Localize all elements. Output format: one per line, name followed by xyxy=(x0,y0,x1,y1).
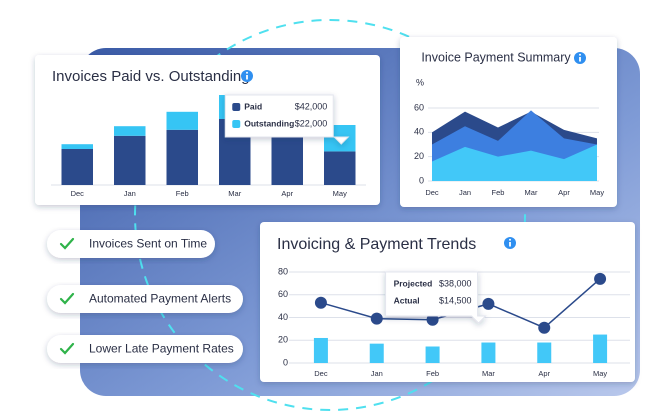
bar xyxy=(537,342,552,363)
check-icon xyxy=(59,237,75,250)
chart: Invoices Paid vs. Outstanding Dec Jan Feb Ma… xyxy=(51,68,366,198)
checklist-item: Automated Payment Alerts xyxy=(89,292,231,306)
bar xyxy=(481,342,496,363)
x-tick-label: May xyxy=(333,189,347,198)
bar-segment xyxy=(271,134,303,185)
legend-swatch xyxy=(232,120,241,128)
bar-segment xyxy=(61,149,93,185)
x-tick-label: Dec xyxy=(71,189,85,198)
checklist-item: Invoices Sent on Time xyxy=(89,237,207,251)
x-tick-label: Apr xyxy=(538,369,550,378)
bar-segment xyxy=(61,144,93,149)
line-point xyxy=(426,313,439,326)
bar-segment xyxy=(114,135,146,185)
tooltip xyxy=(224,94,350,145)
checklist-pill xyxy=(47,285,243,313)
chart-title: Invoices Paid vs. Outstanding xyxy=(52,68,250,85)
y-tick-label: 20 xyxy=(278,335,288,345)
y-tick-label: 20 xyxy=(414,151,424,161)
check-icon xyxy=(59,292,75,305)
info-icon-glyph xyxy=(246,71,248,74)
bar xyxy=(313,337,328,363)
y-tick-label: 40 xyxy=(278,312,288,322)
tooltip-name: Actual xyxy=(394,295,420,305)
line-point xyxy=(482,297,495,310)
bar-segment xyxy=(324,151,356,185)
y-axis-label: % xyxy=(416,77,424,87)
y-tick-label: 80 xyxy=(278,266,288,276)
bar xyxy=(593,334,608,363)
checklist-pill xyxy=(47,335,243,363)
x-tick-label: Mar xyxy=(482,369,495,378)
bar xyxy=(369,343,384,363)
line-point xyxy=(314,296,327,309)
x-tick-label: Jan xyxy=(124,189,136,198)
x-tick-label: Feb xyxy=(492,188,505,197)
x-tick-label: Dec xyxy=(314,369,328,378)
x-tick-label: May xyxy=(593,369,607,378)
chart: Invoice Payment Summary% 0 20 40 60 Dec Jan Feb… xyxy=(414,50,604,197)
y-tick-label: 60 xyxy=(278,289,288,299)
x-tick-label: May xyxy=(590,188,604,197)
legend-swatch xyxy=(232,103,241,111)
x-tick-label: Jan xyxy=(371,369,383,378)
chart: Invoicing & Payment Trends 0 20 40 60 80 Dec Ja… xyxy=(277,236,630,378)
info-icon-glyph xyxy=(579,53,581,56)
check-icon xyxy=(59,342,75,355)
y-tick-label: 60 xyxy=(414,102,424,112)
tooltip-name: Projected xyxy=(394,278,433,288)
bar-segment xyxy=(166,129,198,185)
line-point xyxy=(594,272,607,285)
info-icon-glyph xyxy=(509,238,511,241)
x-tick-label: Apr xyxy=(558,188,570,197)
x-tick-label: Jan xyxy=(459,188,471,197)
x-tick-label: Apr xyxy=(281,189,293,198)
line-point xyxy=(370,312,383,325)
tooltip-name: Outstanding xyxy=(244,118,294,128)
x-tick-label: Dec xyxy=(425,188,439,197)
x-tick-label: Mar xyxy=(525,188,538,197)
tooltip-value: $38,000 xyxy=(439,278,472,288)
chart-title: Invoice Payment Summary xyxy=(421,50,571,64)
dashed-ring xyxy=(134,19,526,411)
x-tick-label: Feb xyxy=(426,369,439,378)
tooltip-name: Paid xyxy=(244,101,262,111)
y-tick-label: 40 xyxy=(414,127,424,137)
bar-segment xyxy=(166,111,198,130)
x-tick-label: Mar xyxy=(228,189,241,198)
area xyxy=(432,144,597,181)
y-tick-label: 0 xyxy=(283,357,288,367)
chart-title: Invoicing & Payment Trends xyxy=(277,236,476,253)
checklist-item: Lower Late Payment Rates xyxy=(89,342,234,356)
line-point xyxy=(538,321,551,334)
tooltip-value: $22,000 xyxy=(295,118,328,128)
tooltip-value: $14,500 xyxy=(439,295,472,305)
bar xyxy=(425,346,440,363)
checklist-pill xyxy=(47,230,215,258)
x-tick-label: Feb xyxy=(176,189,189,198)
tooltip-value: $42,000 xyxy=(295,101,328,111)
y-tick-label: 0 xyxy=(419,175,424,185)
tooltip xyxy=(385,271,487,324)
bar-segment xyxy=(114,126,146,136)
